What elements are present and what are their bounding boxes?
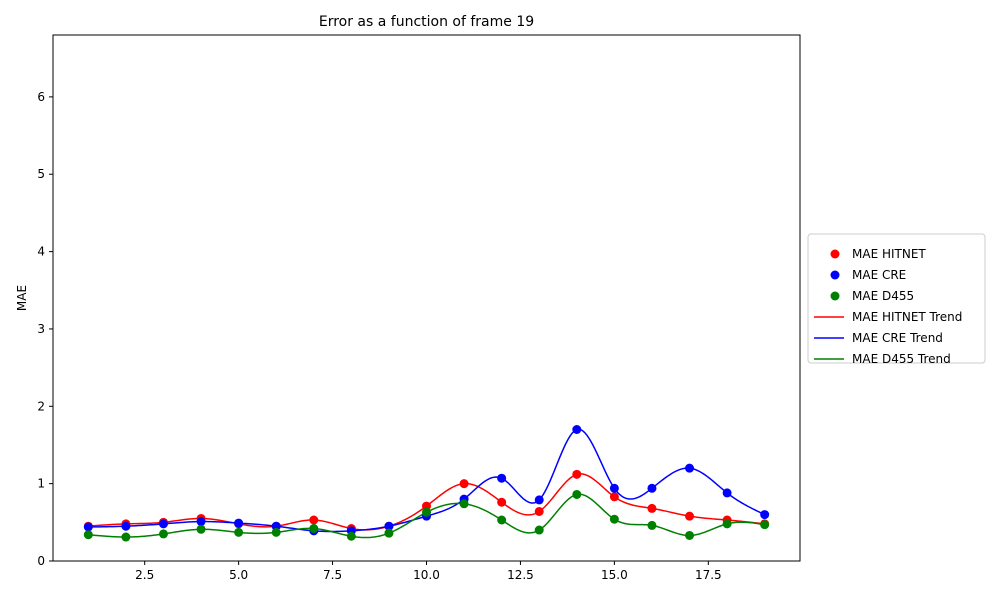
legend-marker-mae-hitnet: [830, 249, 840, 259]
plot-area: [83, 425, 770, 542]
mae-d455-point: [722, 519, 732, 529]
mae-hitnet-point: [422, 501, 431, 511]
mae-cre-point: [647, 483, 657, 493]
mae-d455-point: [83, 530, 93, 540]
x-tick-label: 2.5: [135, 568, 154, 582]
mae-hitnet-point: [685, 511, 695, 521]
y-tick-label: 4: [37, 245, 45, 259]
mae-cre-point: [609, 483, 619, 493]
legend: MAE HITNET MAE CRE MAE D455 MAE HITNET Tren…: [807, 233, 986, 366]
mae-d455-point: [760, 520, 770, 530]
mae-cre-point: [685, 463, 695, 473]
mae-cre-point: [572, 425, 582, 434]
x-tick-label: 17.5: [695, 568, 722, 582]
mae-hitnet-point: [572, 469, 582, 479]
mae-cre-point: [234, 518, 244, 528]
mae-d455-point: [121, 532, 131, 542]
mae-d455-point: [422, 507, 431, 517]
legend-box: [807, 233, 986, 364]
mae-d455-point: [534, 525, 544, 535]
mae-d455-point: [685, 530, 695, 540]
mae-d455-point: [384, 528, 394, 538]
mae-d455-point: [459, 499, 469, 509]
mae-d455-point: [196, 524, 206, 534]
mae-cre-point: [534, 495, 544, 505]
plot-frame: [52, 34, 801, 562]
mae-cre-point: [158, 519, 168, 529]
mae-d455-point: [309, 524, 319, 534]
mae-cre-point: [196, 517, 206, 527]
mae-d455-point: [158, 529, 168, 539]
mae-d455-point: [572, 489, 582, 499]
y-tick-label: 3: [37, 322, 45, 336]
mae-d455-point: [271, 527, 281, 537]
x-tick-label: 12.5: [507, 568, 534, 582]
mae-d455-point: [497, 515, 507, 525]
mae-hitnet-point: [459, 479, 469, 489]
legend-label-mae-cre-trend: MAE CRE Trend: [852, 331, 943, 345]
mae-hitnet-point: [309, 515, 319, 525]
mae-cre-point: [271, 521, 281, 531]
y-tick-label: 1: [37, 477, 45, 491]
y-tick-label: 2: [37, 399, 45, 413]
mae-cre-point: [384, 521, 394, 531]
chart-title: Error as a function of frame 19: [319, 14, 534, 30]
legend-marker-mae-cre: [830, 270, 840, 280]
mae-cre-point: [121, 521, 131, 531]
y-tick-label: 0: [37, 554, 45, 568]
x-tick-label: 10.0: [413, 568, 440, 582]
mae-hitnet-point: [497, 497, 507, 507]
legend-label-mae-d455-trend: MAE D455 Trend: [852, 352, 951, 366]
mae-d455-point: [609, 514, 619, 524]
y-tick-label: 5: [37, 167, 45, 181]
y-tick-label: 6: [37, 90, 45, 104]
y-axis-label: MAE: [15, 285, 29, 311]
mae-cre-point: [760, 510, 770, 520]
mae-cre-point: [497, 473, 507, 483]
x-tick-label: 5.0: [229, 568, 248, 582]
mae-hitnet-point: [534, 506, 544, 516]
x-tick-label: 7.5: [323, 568, 342, 582]
legend-label-mae-d455: MAE D455: [852, 289, 914, 303]
x-axis: 2.5 5.0 7.5 10.0 12.5 15.0 17.5: [135, 561, 722, 582]
mae-hitnet-point: [609, 492, 619, 502]
mae-hitnet-point: [647, 503, 657, 513]
mae-d455-point: [234, 527, 244, 537]
mae-d455-point: [647, 520, 657, 530]
legend-marker-mae-d455: [830, 291, 840, 301]
mae-d455-point: [346, 531, 356, 541]
mae-cre-point: [722, 488, 732, 498]
legend-label-mae-cre: MAE CRE: [852, 268, 906, 282]
legend-label-mae-hitnet-trend: MAE HITNET Trend: [852, 310, 962, 324]
mae-cre-point: [83, 522, 93, 532]
x-tick-label: 15.0: [601, 568, 628, 582]
legend-label-mae-hitnet: MAE HITNET: [852, 247, 926, 261]
y-axis: 0 1 2 3 4 5 6: [37, 90, 53, 568]
